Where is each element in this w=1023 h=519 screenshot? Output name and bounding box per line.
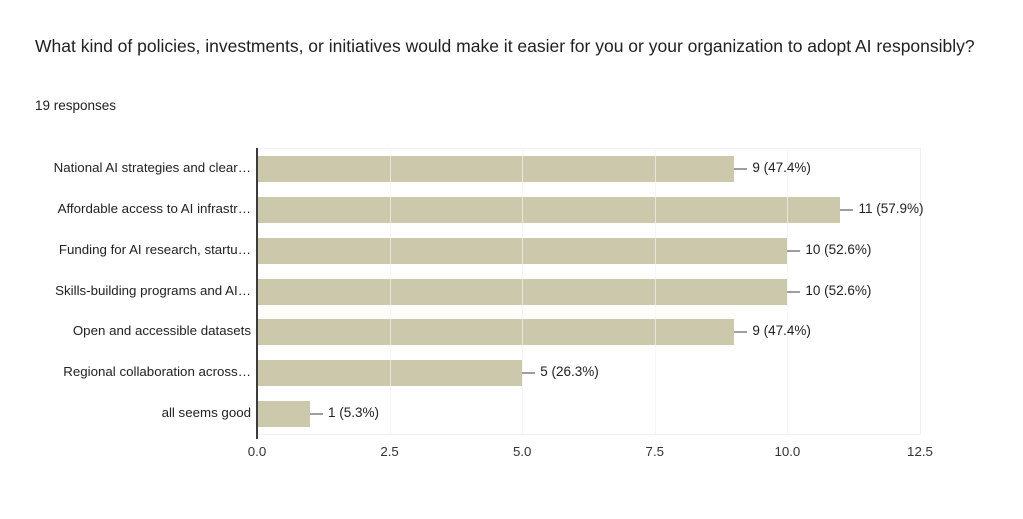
y-axis-labels: National AI strategies and clear… Afforda… (0, 148, 251, 433)
y-axis-label: Affordable access to AI infrastr… (57, 201, 251, 217)
gridline-overlay (654, 149, 656, 434)
plot-area: 9 (47.4%) 11 (57.9%) 10 (52.6%) 10 (52.6%) 9… (257, 148, 924, 435)
bar-connector (734, 331, 748, 334)
x-axis-labels: 0.0 2.5 5.0 7.5 10.0 12.5 (248, 444, 933, 462)
bar (257, 197, 841, 224)
bar-connector (787, 249, 801, 252)
bar (257, 319, 735, 346)
x-axis-tick-label: 2.5 (380, 444, 399, 459)
x-axis-tick-label: 7.5 (645, 444, 665, 459)
bar-connector (522, 371, 536, 374)
y-axis-label: Open and accessible datasets (72, 323, 251, 339)
bar-value-label: 5 (26.3%) (540, 363, 599, 379)
bar-connector (787, 290, 801, 293)
x-axis-tick-label: 5.0 (512, 444, 532, 459)
chart-title: What kind of policies, investments, or i… (35, 36, 975, 56)
bar-value-label: 9 (47.4%) (752, 323, 811, 339)
y-axis-label: National AI strategies and clear… (53, 160, 251, 176)
gridline-overlay (522, 149, 524, 434)
y-axis-label: all seems good (161, 404, 251, 420)
bar-connector (734, 168, 748, 171)
bar-value-label: 9 (47.4%) (752, 160, 811, 176)
bar-value-label: 11 (57.9%) (858, 201, 924, 217)
bar-value-label: 10 (52.6%) (805, 241, 872, 257)
bar-value-label: 1 (5.3%) (328, 404, 380, 420)
y-axis-label: Skills-building programs and AI… (55, 282, 251, 298)
gridline-overlay (389, 149, 391, 434)
y-axis-label: Regional collaboration across… (63, 363, 251, 379)
response-count: 19 responses (35, 98, 117, 113)
x-axis-tick-label: 10.0 (774, 444, 801, 459)
bar (257, 156, 735, 183)
bar (257, 400, 311, 427)
bar-connector (840, 209, 854, 212)
x-axis-tick-label: 0.0 (247, 444, 267, 459)
x-axis-tick-label: 12.5 (907, 444, 933, 459)
y-axis-line (256, 148, 258, 439)
bar-connector (310, 412, 324, 415)
bar-value-label: 10 (52.6%) (805, 282, 872, 298)
y-axis-label: Funding for AI research, startu… (58, 241, 251, 257)
